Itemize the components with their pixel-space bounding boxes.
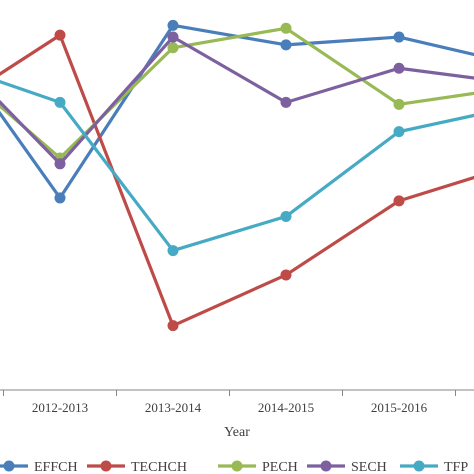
data-point bbox=[167, 31, 179, 43]
series-line bbox=[0, 79, 474, 253]
legend-swatch-marker bbox=[3, 460, 15, 472]
legend-swatch-marker bbox=[320, 460, 332, 472]
data-point bbox=[167, 19, 179, 31]
series-line bbox=[0, 23, 474, 200]
data-point bbox=[393, 98, 405, 110]
series-effch bbox=[0, 19, 474, 204]
legend-item-pech: PECH bbox=[218, 460, 298, 474]
legend-label: PECH bbox=[262, 460, 298, 474]
x-tick-label: 2013-2014 bbox=[145, 400, 202, 415]
data-point bbox=[393, 31, 405, 43]
x-tick-label: 2014-2015 bbox=[258, 400, 314, 415]
data-point bbox=[54, 158, 66, 170]
series-line bbox=[0, 33, 474, 328]
series-techch bbox=[0, 29, 474, 332]
series-sech bbox=[0, 31, 474, 170]
x-tick-label: 2012-2013 bbox=[32, 400, 88, 415]
series-tfp bbox=[0, 79, 474, 257]
legend-swatch-marker bbox=[231, 460, 243, 472]
data-point bbox=[54, 192, 66, 204]
data-point bbox=[280, 96, 292, 108]
data-point bbox=[167, 245, 179, 257]
legend-label: TECHCH bbox=[131, 460, 187, 474]
x-tick-label: 2015-2016 bbox=[371, 400, 428, 415]
data-point bbox=[280, 210, 292, 222]
legend-label: SECH bbox=[351, 460, 387, 474]
legend-item-sech: SECH bbox=[307, 460, 387, 474]
data-point bbox=[54, 29, 66, 41]
x-tick-labels: 2011-20122012-20132013-20142014-20152015… bbox=[32, 400, 428, 415]
data-point bbox=[393, 126, 405, 138]
data-point bbox=[167, 320, 179, 332]
data-point bbox=[393, 62, 405, 74]
series-pech bbox=[0, 22, 474, 164]
data-point bbox=[280, 39, 292, 51]
legend-swatch-marker bbox=[413, 460, 425, 472]
data-point bbox=[280, 22, 292, 34]
legend-label: TFP bbox=[444, 460, 468, 474]
data-point bbox=[393, 195, 405, 207]
series-lines bbox=[0, 19, 474, 332]
series-line bbox=[0, 35, 474, 166]
legend-item-techch: TECHCH bbox=[87, 460, 187, 474]
legend-item-effch: EFFCH bbox=[0, 460, 78, 474]
series-line bbox=[0, 26, 474, 160]
x-axis-ticks bbox=[3, 390, 456, 396]
x-axis-title: Year bbox=[224, 425, 250, 440]
data-point bbox=[54, 96, 66, 108]
data-point bbox=[280, 269, 292, 281]
legend: EFFCH TECHCH PECH SECH TFP bbox=[0, 460, 468, 474]
legend-swatch-marker bbox=[100, 460, 112, 472]
legend-label: EFFCH bbox=[34, 460, 78, 474]
data-point bbox=[167, 42, 179, 54]
legend-item-tfp: TFP bbox=[400, 460, 468, 474]
